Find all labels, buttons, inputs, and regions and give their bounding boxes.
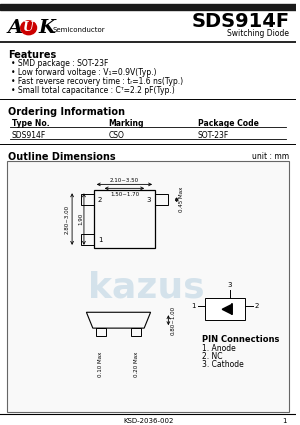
Text: 0.20 Max: 0.20 Max	[134, 352, 139, 377]
Text: Outline Dimensions: Outline Dimensions	[8, 152, 115, 162]
Text: 3. Cathode: 3. Cathode	[202, 360, 244, 369]
Text: • Small total capacitance : Cᵀ=2.2 pF(Typ.): • Small total capacitance : Cᵀ=2.2 pF(Ty…	[11, 86, 175, 95]
Text: SOT-23F: SOT-23F	[197, 131, 229, 140]
Text: Switching Diode: Switching Diode	[227, 29, 289, 38]
Text: 3: 3	[147, 197, 151, 203]
Text: 0.80~1.00: 0.80~1.00	[170, 306, 175, 335]
Text: SDS914F: SDS914F	[12, 131, 46, 140]
Bar	[81, 194, 94, 205]
Bar	[155, 194, 168, 205]
Text: 1: 1	[191, 303, 196, 309]
Bar	[0, 4, 296, 10]
Text: 1. Anode: 1. Anode	[202, 344, 236, 353]
Text: 1.50~1.70: 1.50~1.70	[110, 193, 139, 197]
Bar	[7, 161, 289, 412]
Text: Marking: Marking	[109, 119, 144, 128]
Text: Ordering Information: Ordering Information	[8, 107, 125, 117]
Text: Features: Features	[8, 50, 56, 60]
Text: 0.10 Max: 0.10 Max	[98, 352, 103, 377]
Text: Type No.: Type No.	[12, 119, 50, 128]
Text: 1.90: 1.90	[78, 213, 83, 225]
Text: • Low forward voltage : V₁=0.9V(Typ.): • Low forward voltage : V₁=0.9V(Typ.)	[11, 68, 156, 77]
Bar	[94, 190, 155, 248]
Text: 2: 2	[255, 303, 259, 309]
Text: SDS914F: SDS914F	[191, 12, 289, 31]
Text: KSD-2036-002: KSD-2036-002	[123, 418, 173, 424]
Text: 2.80~3.00: 2.80~3.00	[65, 204, 70, 234]
Ellipse shape	[21, 21, 37, 35]
Text: 1: 1	[98, 237, 102, 243]
Text: 2. NC: 2. NC	[202, 352, 223, 361]
Text: Package Code: Package Code	[197, 119, 258, 128]
Text: K: K	[38, 19, 56, 37]
Polygon shape	[222, 304, 232, 314]
Bar	[206, 298, 245, 320]
Text: CSO: CSO	[109, 131, 124, 140]
Text: A: A	[8, 19, 23, 37]
Bar	[131, 328, 141, 336]
Text: 2.10~3.50: 2.10~3.50	[110, 178, 139, 184]
Text: 1: 1	[282, 418, 286, 424]
Text: 2: 2	[98, 197, 102, 203]
Text: unit : mm: unit : mm	[252, 152, 289, 161]
Text: • SMD package : SOT-23F: • SMD package : SOT-23F	[11, 60, 108, 68]
Text: 0.45 Max: 0.45 Max	[179, 187, 184, 212]
Text: PIN Connections: PIN Connections	[202, 335, 280, 344]
Text: Semiconductor: Semiconductor	[52, 27, 105, 33]
Text: 3: 3	[228, 283, 232, 289]
Text: U: U	[23, 21, 34, 34]
Text: kazus: kazus	[88, 270, 205, 304]
Bar	[81, 234, 94, 245]
Text: • Fast reverse recovery time : tᵣ=1.6 ns(Typ.): • Fast reverse recovery time : tᵣ=1.6 ns…	[11, 77, 183, 86]
Bar	[96, 328, 106, 336]
